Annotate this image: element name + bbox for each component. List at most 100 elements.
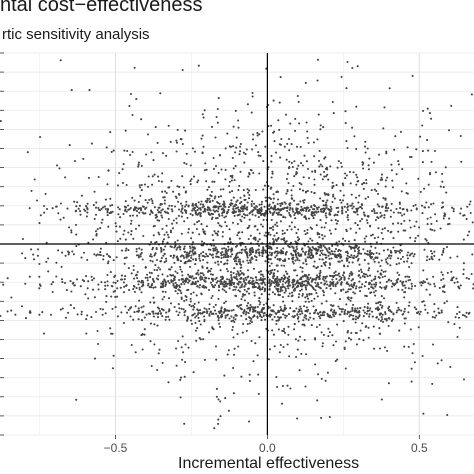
- data-point: [318, 311, 321, 314]
- data-point: [334, 340, 338, 343]
- data-point: [130, 343, 133, 347]
- data-point: [351, 256, 354, 259]
- data-point: [187, 273, 190, 276]
- data-point: [421, 354, 424, 358]
- data-point: [243, 194, 246, 197]
- data-point: [273, 204, 277, 207]
- data-point: [275, 221, 278, 224]
- data-point: [343, 265, 346, 268]
- data-point: [248, 282, 251, 285]
- data-point: [178, 278, 181, 282]
- data-point: [272, 228, 275, 231]
- data-point: [343, 278, 346, 281]
- data-point: [160, 180, 163, 183]
- data-point: [345, 210, 348, 214]
- data-point: [383, 286, 386, 289]
- data-point: [10, 309, 13, 312]
- data-point: [288, 278, 291, 281]
- data-point: [220, 260, 223, 263]
- data-point: [321, 314, 324, 317]
- data-point: [138, 299, 141, 302]
- data-point: [440, 359, 443, 362]
- data-point: [219, 400, 222, 403]
- data-point: [174, 285, 177, 288]
- data-point: [281, 229, 284, 232]
- data-point: [123, 229, 126, 232]
- data-point: [351, 66, 354, 70]
- data-point: [196, 213, 199, 216]
- data-point: [133, 66, 136, 69]
- data-point: [442, 217, 445, 220]
- data-point: [262, 249, 265, 253]
- data-point: [313, 191, 316, 194]
- data-point: [327, 314, 330, 317]
- data-point: [389, 264, 392, 267]
- data-point: [305, 306, 308, 309]
- data-point: [275, 239, 278, 242]
- data-point: [421, 150, 424, 153]
- data-point: [209, 273, 213, 276]
- data-point: [403, 322, 406, 325]
- data-point: [288, 203, 291, 206]
- data-point: [261, 130, 264, 133]
- data-point: [374, 285, 377, 288]
- data-point: [358, 310, 361, 313]
- data-point: [279, 76, 282, 79]
- data-point: [314, 338, 317, 341]
- data-point: [258, 133, 261, 136]
- data-point: [215, 387, 218, 390]
- data-point: [199, 278, 202, 281]
- data-point: [290, 295, 293, 298]
- data-point: [222, 188, 225, 191]
- data-point: [300, 213, 303, 216]
- data-point: [278, 128, 281, 131]
- data-point: [99, 247, 102, 250]
- data-point: [273, 140, 276, 143]
- data-point: [195, 339, 198, 342]
- data-point: [438, 312, 441, 315]
- data-point: [68, 226, 71, 229]
- data-point: [393, 148, 396, 151]
- data-point: [320, 226, 323, 229]
- data-point: [232, 212, 235, 215]
- data-point: [86, 207, 89, 210]
- data-point: [268, 245, 271, 248]
- data-point: [240, 298, 243, 301]
- data-point: [347, 277, 350, 280]
- data-point: [156, 219, 159, 222]
- data-point: [345, 87, 348, 90]
- data-point: [315, 252, 318, 255]
- data-point: [353, 281, 356, 285]
- data-point: [67, 311, 70, 314]
- data-point: [212, 156, 215, 160]
- data-point: [278, 310, 281, 313]
- data-point: [384, 275, 387, 278]
- data-point: [403, 291, 406, 294]
- data-point: [290, 189, 293, 192]
- data-point: [258, 299, 261, 302]
- data-point: [135, 287, 138, 290]
- data-point: [379, 211, 382, 214]
- data-point: [119, 237, 122, 240]
- data-point: [109, 271, 112, 274]
- data-point: [50, 283, 53, 286]
- data-point: [244, 276, 247, 279]
- data-point: [203, 279, 206, 282]
- data-point: [211, 180, 214, 183]
- data-point: [148, 312, 152, 316]
- data-point: [115, 256, 118, 259]
- data-point: [403, 284, 406, 287]
- data-point: [237, 345, 240, 348]
- data-point: [248, 193, 251, 197]
- data-point: [317, 159, 321, 162]
- data-point: [402, 284, 405, 287]
- data-point: [295, 232, 298, 235]
- data-point: [229, 241, 232, 244]
- data-point: [342, 320, 345, 323]
- data-point: [184, 191, 187, 194]
- data-point: [109, 256, 112, 259]
- data-point: [42, 332, 46, 335]
- data-point: [426, 255, 429, 258]
- data-point: [318, 258, 321, 261]
- data-point: [124, 275, 127, 278]
